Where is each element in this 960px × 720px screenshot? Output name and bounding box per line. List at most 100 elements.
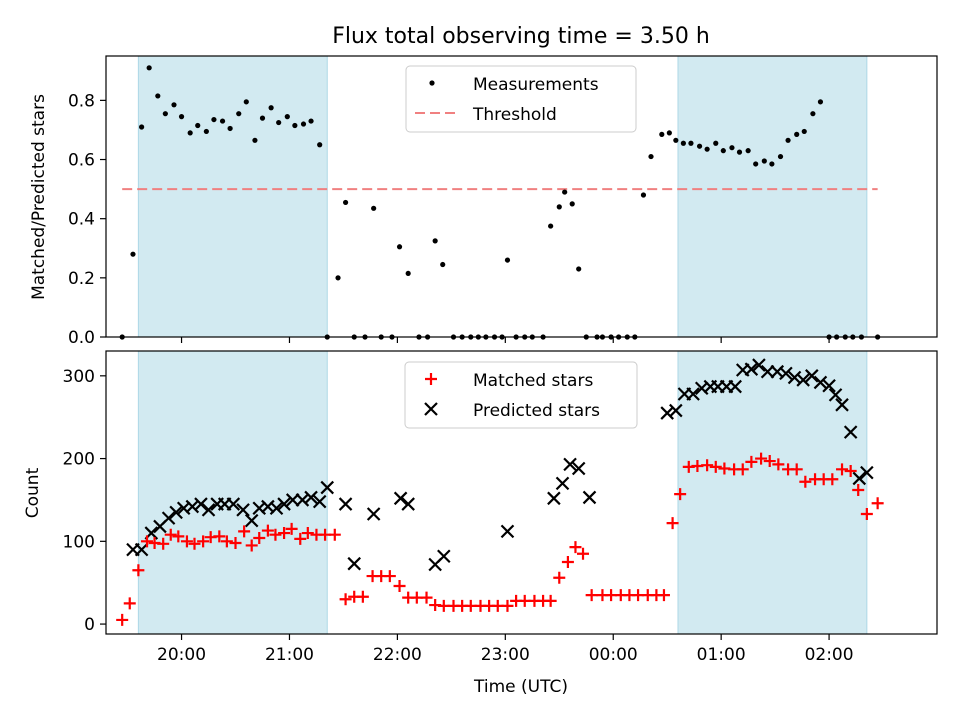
matched-star-point xyxy=(253,532,266,545)
matched-plus-icon xyxy=(425,373,437,385)
matched-star-point xyxy=(261,524,274,537)
measurement-point xyxy=(769,161,775,167)
count-y-axis-label: Count xyxy=(23,467,43,518)
measurement-point xyxy=(155,93,161,99)
matched-star-point xyxy=(157,537,170,550)
matched-star-point xyxy=(763,455,776,468)
matched-star-point xyxy=(220,535,233,548)
measurement-point xyxy=(666,130,672,136)
ratio-panel: 0.00.20.40.60.8 Matched/Predicted stars … xyxy=(29,55,938,348)
predicted-star-point xyxy=(728,379,742,394)
matched-star-point xyxy=(172,530,185,543)
predicted-star-point xyxy=(835,398,849,412)
matched-star-point xyxy=(871,497,884,510)
legend-measurements: Measurements xyxy=(473,75,599,95)
matched-star-point xyxy=(569,541,582,554)
measurement-point xyxy=(745,148,751,154)
predicted-star-point xyxy=(660,406,674,420)
measurement-point xyxy=(720,148,726,154)
shaded-regions xyxy=(137,350,868,635)
count-legend: Matched stars Predicted stars xyxy=(404,361,638,429)
matched-star-point xyxy=(561,556,574,569)
x-tick-label: 02:00 xyxy=(805,645,854,665)
measurement-point xyxy=(227,125,233,132)
measurement-point xyxy=(139,124,145,130)
matched-star-point xyxy=(197,535,210,548)
matched-star-point xyxy=(585,589,598,602)
matched-star-point xyxy=(213,530,226,543)
predicted-star-point xyxy=(752,358,766,372)
measurement-point xyxy=(640,192,647,198)
matched-star-point xyxy=(709,460,722,473)
observing-window xyxy=(677,55,868,338)
matched-star-point xyxy=(701,459,714,472)
predicted-star-point xyxy=(194,497,208,511)
predicted-star-point xyxy=(338,497,353,511)
matched-star-point xyxy=(356,590,369,603)
predicted-star-point xyxy=(805,369,819,383)
predicted-star-point xyxy=(285,493,300,507)
ratio-y-ticks: 0.0 0.2 0.4 0.6 0.8 xyxy=(68,91,106,348)
x-tick-label: 22:00 xyxy=(373,645,422,665)
predicted-star-point xyxy=(563,457,577,472)
measurement-point xyxy=(753,161,759,167)
predicted-star-point xyxy=(366,507,381,521)
measurement-point xyxy=(252,137,258,143)
matched-star-point xyxy=(245,539,258,552)
y-tick-label: 0.8 xyxy=(68,91,95,111)
predicted-star-point xyxy=(393,491,408,506)
predicted-star-point xyxy=(201,503,216,517)
y-tick-label: 0 xyxy=(84,615,95,635)
matched-star-point xyxy=(229,536,242,549)
matched-star-point xyxy=(294,532,307,545)
observing-window xyxy=(677,350,868,635)
ratio-x-ticks xyxy=(180,337,830,343)
matched-star-point xyxy=(836,463,849,476)
measurement-point xyxy=(292,122,298,129)
observing-window xyxy=(137,55,328,338)
chart-title: Flux total observing time = 3.50 h xyxy=(332,24,710,49)
matched-star-point xyxy=(674,488,687,501)
measurement-point xyxy=(817,99,824,105)
predicted-star-point xyxy=(244,513,259,528)
measurement-point xyxy=(396,244,403,250)
measurement-point xyxy=(405,270,411,277)
y-tick-label: 200 xyxy=(63,450,95,470)
measurement-point xyxy=(146,65,152,71)
count-x-ticks: 20:00 21:00 22:00 23:00 00:00 01:00 02:00 xyxy=(157,634,854,665)
predicted-star-point xyxy=(822,378,836,393)
predicted-star-point xyxy=(843,425,858,439)
ratio-legend-box xyxy=(405,65,637,133)
measurement-point xyxy=(276,119,282,126)
predicted-star-point xyxy=(547,491,561,506)
predicted-star-point xyxy=(744,362,759,376)
ratio-legend: Measurements Threshold xyxy=(405,65,637,133)
measurement-point xyxy=(342,199,349,206)
measurement-point xyxy=(659,131,665,137)
matched-star-point xyxy=(860,508,873,521)
count-legend-box xyxy=(404,361,638,429)
matched-star-point xyxy=(269,528,282,541)
predicted-star-point xyxy=(269,501,284,515)
measurement-point xyxy=(801,128,807,135)
ratio-y-axis-label: Matched/Predicted stars xyxy=(29,94,49,300)
matched-star-point xyxy=(666,517,679,530)
measurement-point xyxy=(371,205,377,211)
predicted-star-point xyxy=(161,511,176,525)
predicted-star-point xyxy=(134,542,149,557)
predicted-star-point xyxy=(669,403,683,418)
y-tick-label: 0.0 xyxy=(68,328,95,348)
y-tick-label: 0.2 xyxy=(68,269,95,289)
matched-star-point xyxy=(285,522,298,535)
measurement-point xyxy=(236,111,242,117)
measurement-point xyxy=(440,261,446,268)
predicted-star-point xyxy=(779,366,793,381)
matched-star-point xyxy=(577,547,590,560)
legend-threshold: Threshold xyxy=(472,105,557,125)
predicted-star-point xyxy=(437,549,451,563)
measurement-point xyxy=(713,140,719,146)
measurement-point xyxy=(562,189,568,195)
measurement-point xyxy=(284,114,290,120)
predicted-star-point xyxy=(555,476,570,491)
